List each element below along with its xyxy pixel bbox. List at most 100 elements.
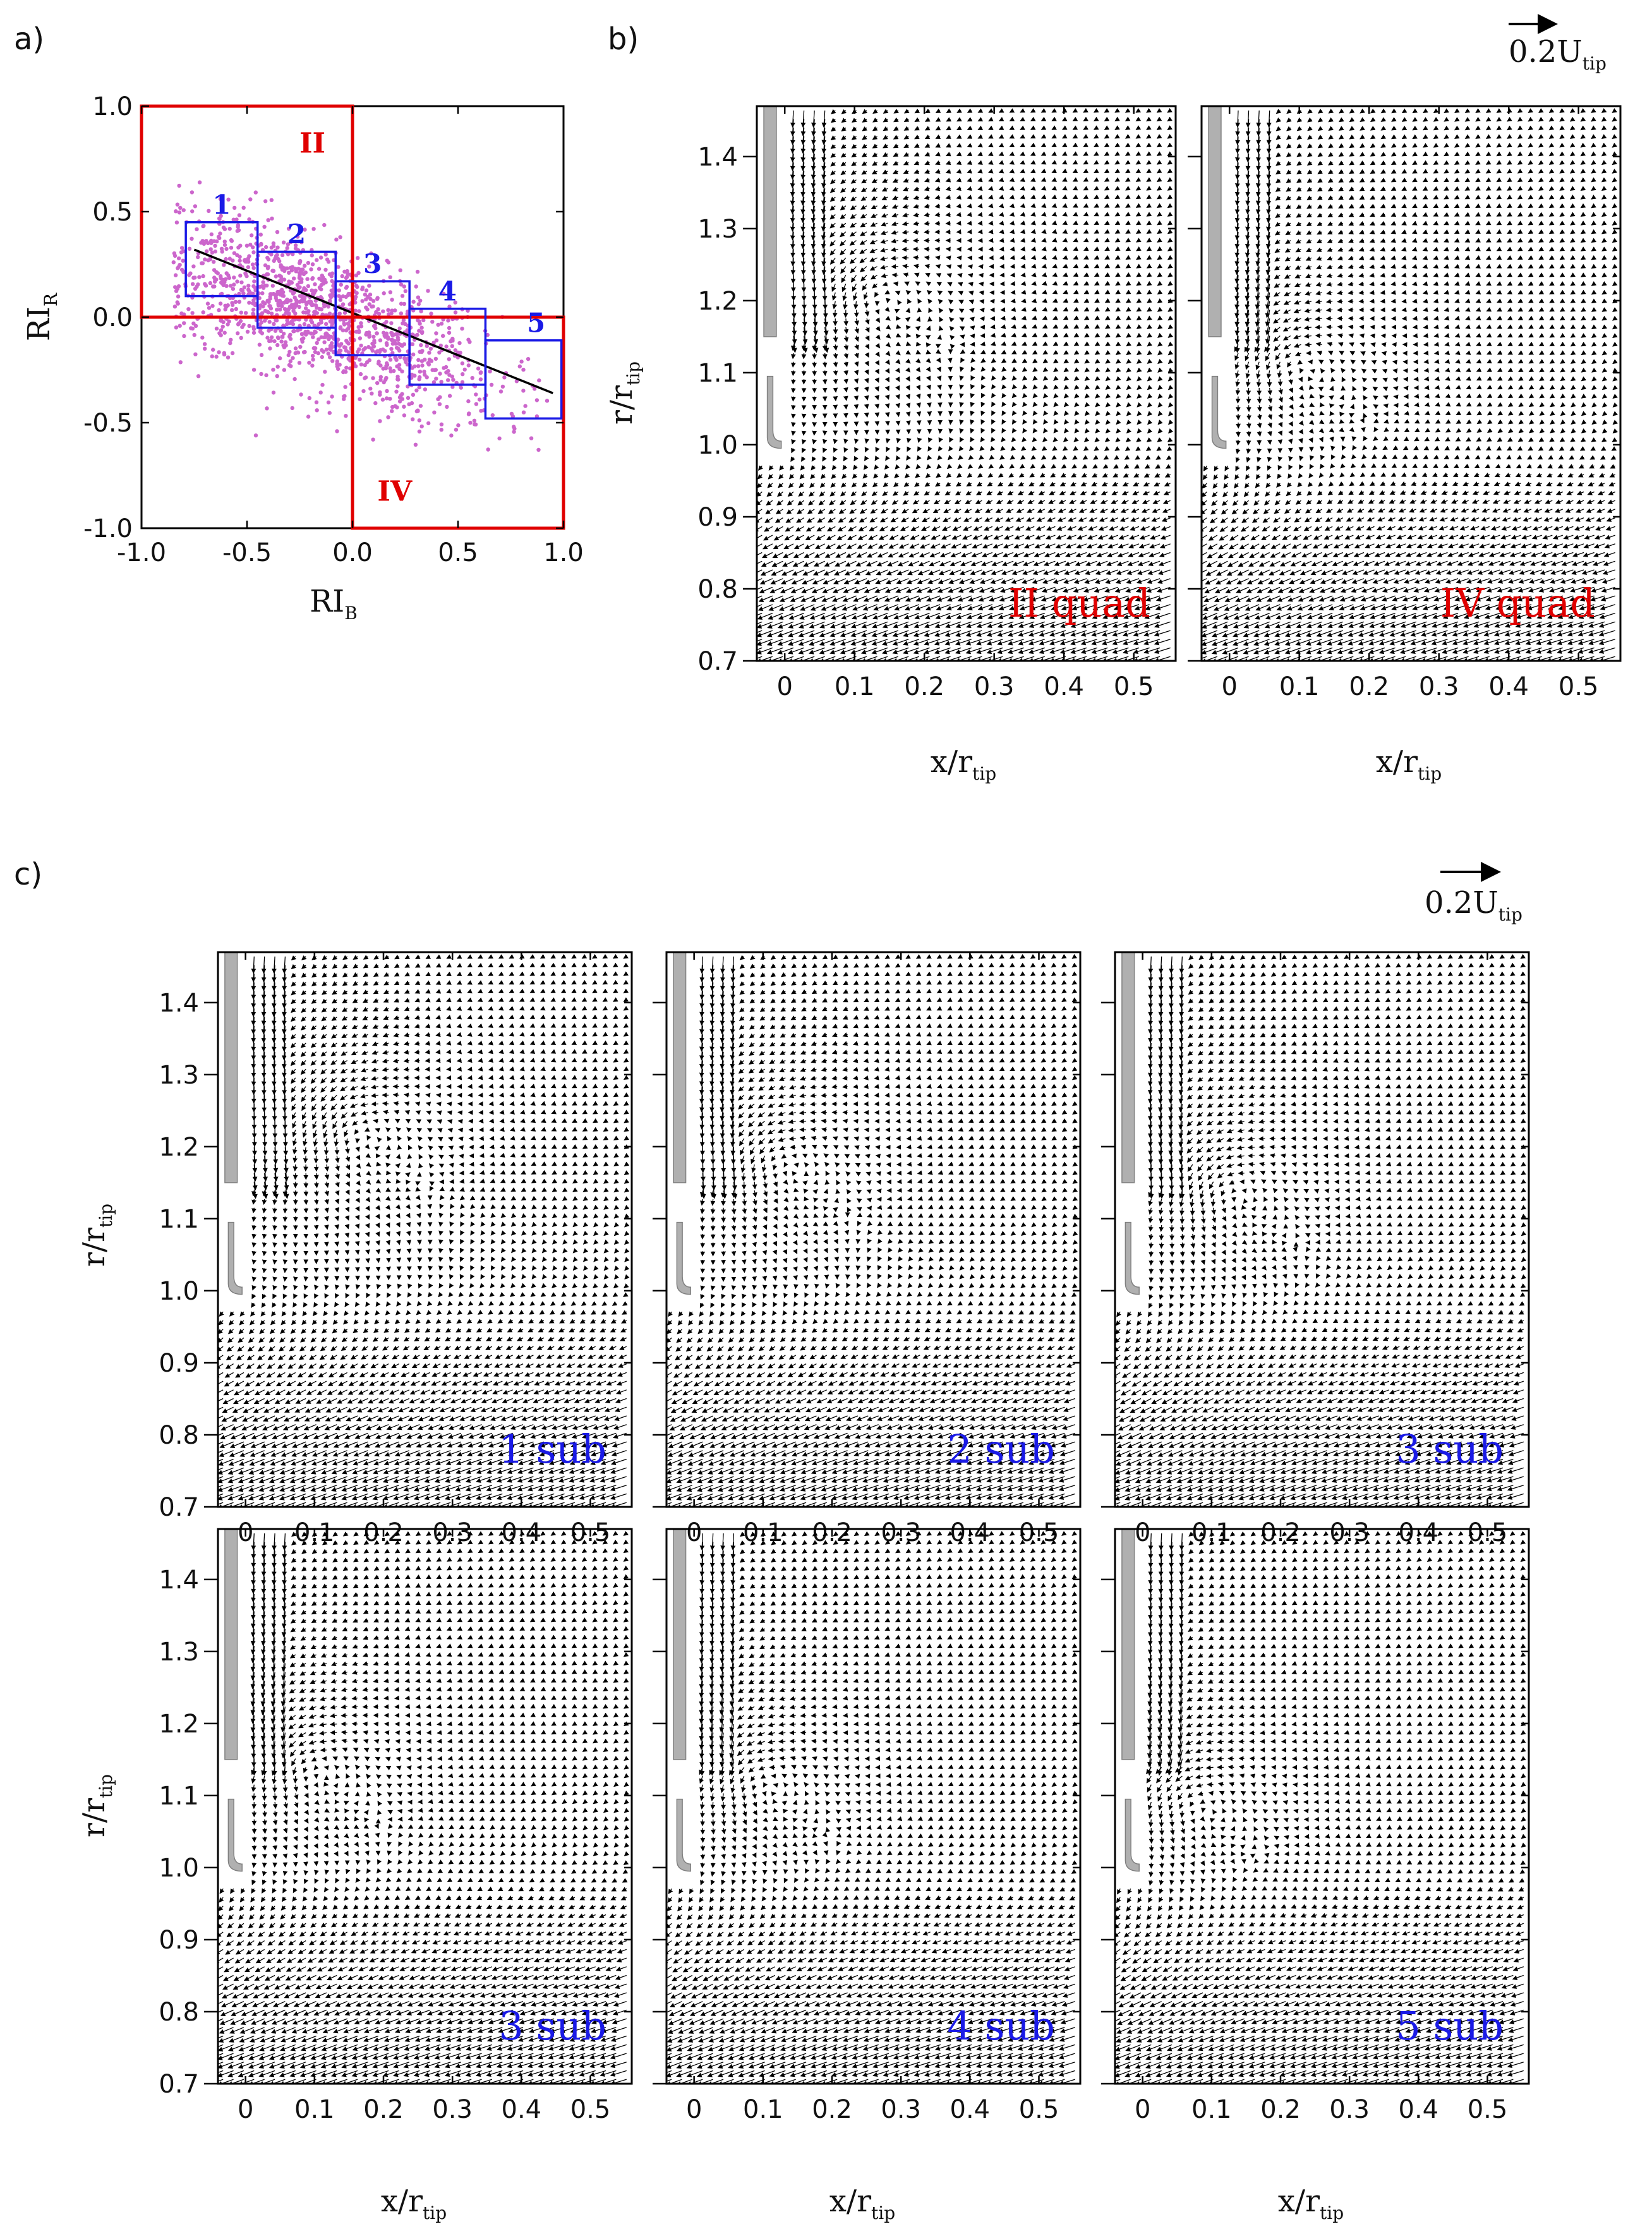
vector-arrow xyxy=(1114,255,1121,260)
vector-arrow xyxy=(1292,535,1301,540)
scatter-point xyxy=(311,227,316,231)
vector-arrow xyxy=(967,151,973,157)
vector-arrow xyxy=(893,117,899,123)
vector-arrow xyxy=(1096,552,1108,557)
vector-arrow xyxy=(1020,108,1025,113)
scatter-point xyxy=(293,267,298,271)
vector-arrow xyxy=(787,500,794,505)
vector-arrow xyxy=(1012,560,1024,567)
vector-arrow xyxy=(1104,289,1111,294)
vector-arrow xyxy=(1063,281,1068,286)
vector-arrow xyxy=(1440,508,1448,513)
vector-arrow xyxy=(1105,358,1111,364)
vector-arrow xyxy=(1303,535,1312,540)
vector-arrow xyxy=(1529,560,1542,566)
vector-arrow xyxy=(1020,134,1025,139)
vector-arrow xyxy=(865,318,870,325)
vector-arrow xyxy=(1277,456,1283,462)
vector-arrow xyxy=(1033,560,1046,567)
vector-arrow xyxy=(1135,194,1142,200)
vector-arrow xyxy=(1437,552,1448,557)
scatter-point xyxy=(218,301,223,306)
scatter-point xyxy=(384,341,389,346)
vector-arrow xyxy=(1104,315,1111,320)
vector-arrow xyxy=(1095,384,1100,390)
vector-arrow xyxy=(998,177,1004,183)
vector-arrow xyxy=(859,509,867,514)
y-tick-label: 1.0 xyxy=(697,431,738,460)
vector-arrow xyxy=(872,283,878,289)
vector-arrow xyxy=(862,109,868,114)
vector-arrow xyxy=(1135,220,1142,226)
vector-arrow xyxy=(1084,428,1090,433)
vector-arrow xyxy=(881,213,888,218)
vector-arrow xyxy=(1084,393,1090,399)
vector-arrow xyxy=(834,569,847,576)
vector-arrow xyxy=(1335,517,1344,522)
vector-arrow xyxy=(1003,543,1014,548)
vector-arrow xyxy=(1051,186,1058,191)
vector-arrow xyxy=(1277,430,1282,436)
vector-arrow xyxy=(1602,569,1615,575)
vector-arrow xyxy=(841,473,847,479)
vector-arrow xyxy=(1323,543,1333,548)
vector-arrow xyxy=(1167,263,1173,269)
scatter-point xyxy=(178,205,183,210)
vector-arrow xyxy=(1135,229,1142,234)
vector-arrow xyxy=(1442,472,1449,477)
vector-arrow xyxy=(851,126,857,131)
vector-arrow xyxy=(861,491,867,497)
vector-arrow xyxy=(1277,464,1282,471)
vector-arrow xyxy=(1497,428,1504,433)
vector-arrow xyxy=(1051,220,1058,226)
vector-arrow xyxy=(1156,160,1162,165)
vector-arrow xyxy=(936,282,943,287)
vector-arrow xyxy=(1073,272,1079,277)
vector-arrow xyxy=(967,117,973,122)
scatter-point xyxy=(251,368,256,372)
vector-arrow xyxy=(1325,508,1333,513)
vector-arrow xyxy=(1207,552,1218,559)
vector-arrow xyxy=(935,126,941,131)
vector-arrow xyxy=(1032,428,1038,433)
vector-arrow xyxy=(927,578,941,584)
vector-arrow xyxy=(885,359,890,365)
vector-arrow xyxy=(1580,437,1586,442)
vector-arrow xyxy=(1166,455,1172,460)
scatter-point xyxy=(237,321,241,325)
vector-arrow xyxy=(1108,535,1119,540)
vector-arrow xyxy=(871,196,877,201)
vector-arrow xyxy=(860,205,867,210)
vector-arrow xyxy=(1125,289,1131,294)
vector-arrow xyxy=(1552,535,1564,540)
vector-arrow xyxy=(860,222,867,227)
vector-arrow xyxy=(842,292,847,301)
vector-arrow xyxy=(1543,517,1553,522)
vector-arrow xyxy=(1052,272,1058,277)
vector-arrow xyxy=(768,474,773,480)
scatter-point xyxy=(545,399,550,403)
scatter-point xyxy=(537,378,541,383)
vector-arrow xyxy=(1124,177,1131,182)
scatter-point xyxy=(376,307,380,311)
vector-arrow xyxy=(761,552,773,559)
scatter-point xyxy=(365,307,370,311)
vector-arrow xyxy=(778,483,783,488)
vector-arrow xyxy=(895,359,901,365)
vector-arrow xyxy=(1214,586,1228,593)
vector-arrow xyxy=(1559,437,1565,442)
scatter-point xyxy=(246,265,251,270)
vector-arrow xyxy=(850,179,857,184)
vector-arrow xyxy=(1501,526,1511,531)
vector-arrow xyxy=(905,586,920,593)
scatter-point xyxy=(460,327,464,331)
vector-arrow xyxy=(854,318,859,326)
vector-arrow xyxy=(790,595,804,602)
vector-arrow xyxy=(1009,108,1015,113)
vector-arrow xyxy=(881,500,888,505)
scatter-point xyxy=(382,291,386,296)
vector-arrow xyxy=(826,526,836,532)
vector-arrow xyxy=(1399,490,1406,495)
vector-arrow xyxy=(1447,552,1459,557)
